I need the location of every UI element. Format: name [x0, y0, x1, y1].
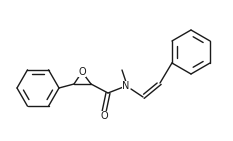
- Text: O: O: [78, 67, 86, 77]
- Text: O: O: [100, 111, 108, 121]
- Text: N: N: [122, 81, 130, 91]
